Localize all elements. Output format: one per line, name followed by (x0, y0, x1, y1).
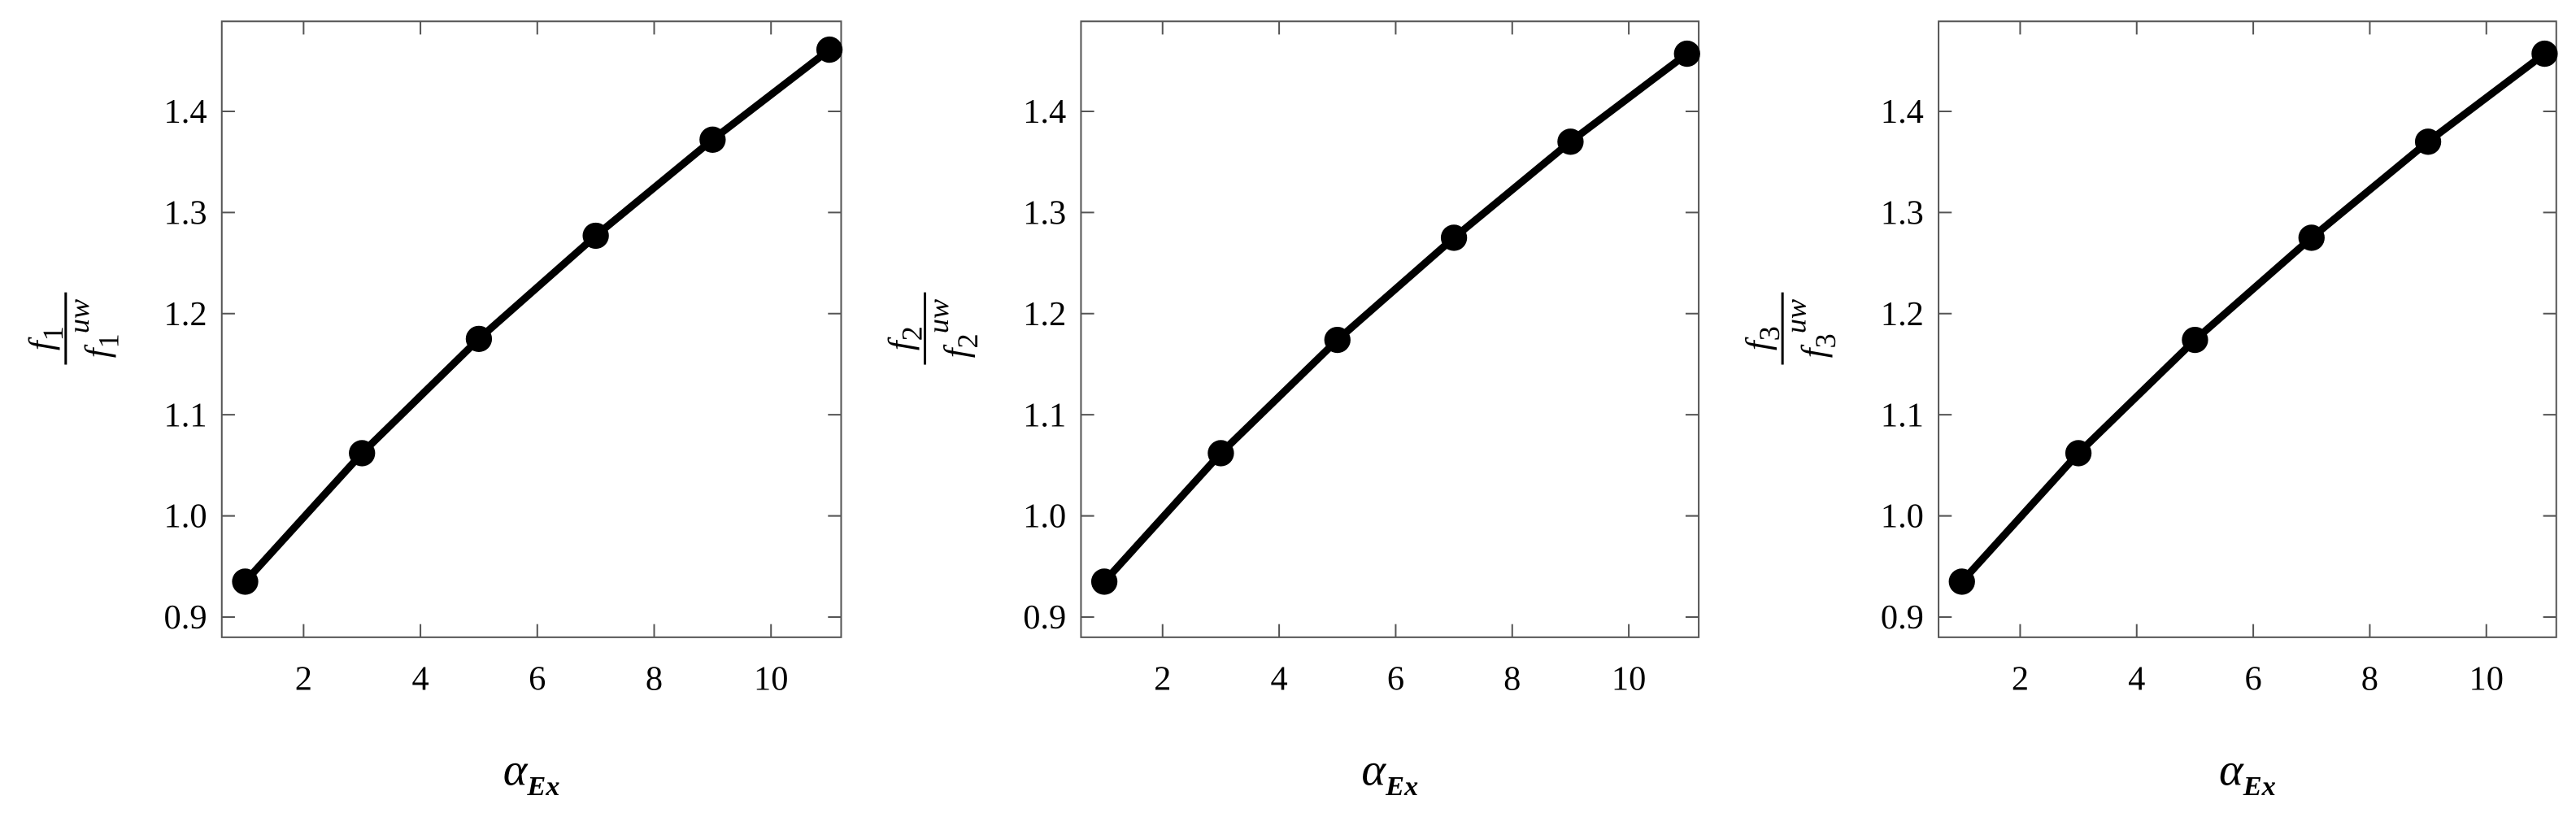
data-point (232, 568, 259, 595)
y-label-f: f (1795, 344, 1834, 358)
x-tick-label: 6 (2244, 659, 2261, 698)
data-point (465, 325, 493, 353)
x-tick-label: 6 (529, 659, 546, 698)
y-label-numerator: f3 (1739, 326, 1786, 350)
y-tick-label: 1.3 (164, 194, 207, 233)
y-tick-label: 1.0 (164, 498, 207, 536)
x-tick-label: 8 (2361, 659, 2378, 698)
x-tick-label: 2 (1154, 659, 1171, 698)
plot-frame (1938, 20, 2557, 638)
x-label-symbol: α (2219, 746, 2244, 796)
y-label-superscript: uw (922, 299, 955, 333)
data-point (2414, 128, 2442, 155)
data-point (2298, 224, 2325, 251)
y-tick-label: 1.4 (1023, 93, 1066, 131)
data-point (1090, 568, 1118, 595)
y-tick-label: 0.9 (1881, 598, 1924, 637)
y-tick-label: 0.9 (164, 598, 207, 637)
y-tick-label: 1.3 (1023, 194, 1066, 233)
y-label-f: f (78, 344, 116, 358)
y-label-superscript: uw (1779, 299, 1812, 333)
data-point (699, 126, 726, 153)
data-point (1948, 568, 1975, 595)
y-label-index: 3 (1753, 326, 1786, 341)
x-axis-label: αEx (2219, 746, 2276, 802)
y-label-superscript: uw (63, 299, 95, 333)
y-tick-label: 1.2 (164, 295, 207, 333)
y-tick-label: 1.4 (1881, 93, 1924, 131)
y-tick-label: 1.3 (1881, 194, 1924, 233)
x-tick-label: 8 (1503, 659, 1521, 698)
x-label-sub: Ex (1385, 771, 1418, 802)
y-tick-label: 1.1 (1023, 396, 1066, 434)
data-point (1673, 40, 1700, 67)
data-point (349, 440, 376, 467)
y-label-denominator: f1uw (63, 299, 124, 358)
data-line (1959, 50, 2548, 585)
y-label-index: 2 (895, 326, 928, 341)
x-axis-label: αEx (1361, 746, 1418, 802)
y-tick-label: 1.2 (1881, 295, 1924, 333)
x-tick-label: 10 (2469, 659, 2504, 698)
x-tick-label: 2 (2012, 659, 2029, 698)
y-label-denominator: f3uw (1779, 299, 1841, 358)
y-tick-label: 1.1 (1881, 396, 1924, 434)
x-tick-label: 4 (2128, 659, 2145, 698)
y-label-f: f (938, 344, 976, 358)
y-tick-label: 1.2 (1023, 295, 1066, 333)
y-label-index: 2 (951, 333, 984, 348)
x-tick-label: 10 (754, 659, 788, 698)
x-tick-label: 6 (1387, 659, 1404, 698)
data-point (2065, 440, 2092, 467)
y-label-numerator: f2 (881, 326, 928, 350)
data-point (1324, 326, 1351, 354)
y-label-numerator: f1 (23, 326, 69, 350)
y-label-f: f (881, 337, 920, 350)
y-label-denominator: f2uw (922, 299, 984, 358)
data-point (2531, 40, 2558, 67)
data-point (1208, 440, 1234, 467)
data-point (582, 222, 609, 250)
x-label-sub: Ex (2243, 771, 2276, 802)
data-point (2182, 326, 2208, 354)
y-tick-label: 0.9 (1023, 598, 1066, 637)
data-line (242, 46, 832, 585)
plot-frame (1080, 20, 1700, 638)
y-label-index: 1 (92, 333, 124, 348)
data-line (1101, 50, 1690, 585)
y-label-f: f (23, 337, 61, 350)
x-tick-label: 4 (411, 659, 429, 698)
x-axis-label: αEx (503, 746, 560, 802)
y-tick-label: 1.0 (1881, 498, 1924, 536)
y-label-index: 1 (37, 326, 69, 341)
y-label-index: 3 (1809, 333, 1842, 348)
y-tick-label: 1.0 (1023, 498, 1066, 536)
x-label-symbol: α (503, 746, 529, 796)
x-tick-label: 8 (646, 659, 663, 698)
x-label-symbol: α (1361, 746, 1386, 796)
data-point (1557, 128, 1584, 155)
y-tick-label: 1.4 (164, 93, 207, 131)
x-tick-label: 4 (1270, 659, 1287, 698)
y-label-f: f (1739, 337, 1778, 350)
plot-frame (220, 20, 842, 638)
data-point (816, 36, 843, 63)
x-label-sub: Ex (526, 771, 559, 802)
x-tick-label: 10 (1612, 659, 1646, 698)
data-point (1440, 224, 1468, 251)
x-tick-label: 2 (295, 659, 312, 698)
y-tick-label: 1.1 (164, 396, 207, 434)
